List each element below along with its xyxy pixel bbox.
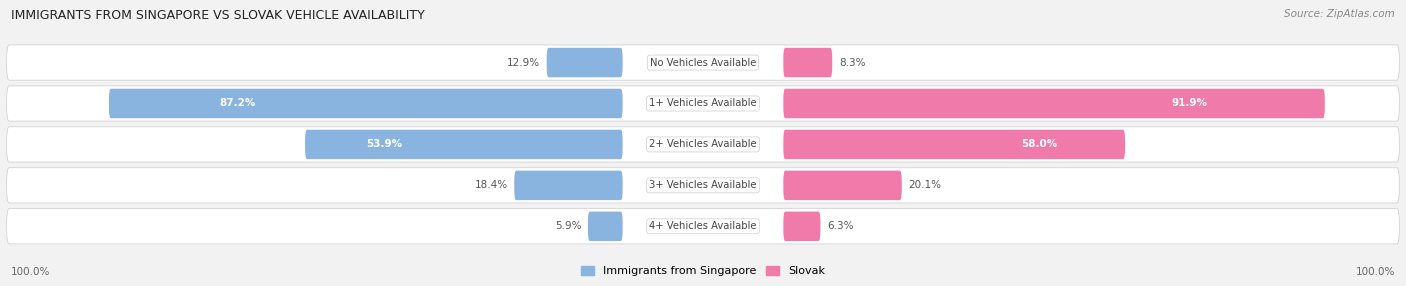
Text: 100.0%: 100.0% <box>1355 267 1395 277</box>
FancyBboxPatch shape <box>108 89 623 118</box>
Text: No Vehicles Available: No Vehicles Available <box>650 57 756 67</box>
Text: 1+ Vehicles Available: 1+ Vehicles Available <box>650 98 756 108</box>
FancyBboxPatch shape <box>783 171 901 200</box>
Text: 12.9%: 12.9% <box>506 57 540 67</box>
FancyBboxPatch shape <box>7 127 1399 162</box>
Text: 4+ Vehicles Available: 4+ Vehicles Available <box>650 221 756 231</box>
Text: 87.2%: 87.2% <box>219 98 256 108</box>
Text: 3+ Vehicles Available: 3+ Vehicles Available <box>650 180 756 190</box>
Text: 8.3%: 8.3% <box>839 57 866 67</box>
FancyBboxPatch shape <box>515 171 623 200</box>
Legend: Immigrants from Singapore, Slovak: Immigrants from Singapore, Slovak <box>576 261 830 281</box>
FancyBboxPatch shape <box>305 130 623 159</box>
Text: Source: ZipAtlas.com: Source: ZipAtlas.com <box>1284 9 1395 19</box>
Text: 91.9%: 91.9% <box>1171 98 1208 108</box>
Text: 58.0%: 58.0% <box>1022 140 1057 149</box>
FancyBboxPatch shape <box>547 48 623 77</box>
FancyBboxPatch shape <box>783 130 1125 159</box>
Text: 18.4%: 18.4% <box>474 180 508 190</box>
Text: 20.1%: 20.1% <box>908 180 942 190</box>
FancyBboxPatch shape <box>588 212 623 241</box>
Text: 2+ Vehicles Available: 2+ Vehicles Available <box>650 140 756 149</box>
FancyBboxPatch shape <box>7 45 1399 80</box>
Text: 100.0%: 100.0% <box>11 267 51 277</box>
Text: IMMIGRANTS FROM SINGAPORE VS SLOVAK VEHICLE AVAILABILITY: IMMIGRANTS FROM SINGAPORE VS SLOVAK VEHI… <box>11 9 425 21</box>
FancyBboxPatch shape <box>7 86 1399 121</box>
FancyBboxPatch shape <box>7 168 1399 203</box>
FancyBboxPatch shape <box>783 89 1324 118</box>
Text: 5.9%: 5.9% <box>555 221 581 231</box>
FancyBboxPatch shape <box>7 209 1399 244</box>
FancyBboxPatch shape <box>783 48 832 77</box>
Text: 53.9%: 53.9% <box>367 140 402 149</box>
FancyBboxPatch shape <box>783 212 821 241</box>
Text: 6.3%: 6.3% <box>827 221 853 231</box>
